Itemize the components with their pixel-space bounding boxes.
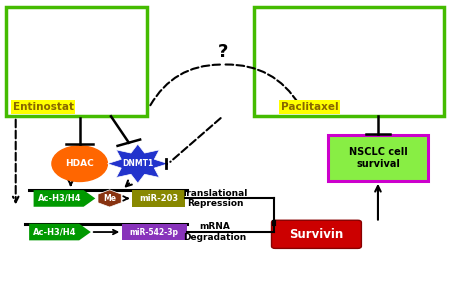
Text: miR-203: miR-203 — [139, 194, 178, 203]
Polygon shape — [98, 190, 121, 207]
Text: miR-542-3p: miR-542-3p — [130, 228, 179, 237]
Circle shape — [52, 146, 108, 182]
Text: Entinostat: Entinostat — [13, 102, 73, 112]
Text: Translational
Repression: Translational Repression — [182, 189, 248, 208]
Text: Me: Me — [103, 194, 116, 203]
FancyBboxPatch shape — [6, 7, 147, 116]
Text: ?: ? — [218, 43, 228, 61]
Polygon shape — [108, 144, 168, 183]
Text: Paclitaxel: Paclitaxel — [281, 102, 338, 112]
Text: NSCLC cell
survival: NSCLC cell survival — [349, 147, 407, 169]
FancyBboxPatch shape — [328, 135, 428, 181]
Text: Ac-H3/H4: Ac-H3/H4 — [38, 194, 81, 203]
FancyBboxPatch shape — [271, 220, 361, 249]
Polygon shape — [34, 190, 95, 207]
Text: Ac-H3/H4: Ac-H3/H4 — [33, 228, 77, 237]
Text: DNMT1: DNMT1 — [122, 159, 153, 168]
Polygon shape — [29, 224, 91, 240]
FancyBboxPatch shape — [254, 7, 444, 116]
Text: mRNA
Degradation: mRNA Degradation — [184, 222, 247, 242]
Text: Survivin: Survivin — [289, 228, 343, 241]
FancyBboxPatch shape — [122, 224, 187, 240]
FancyBboxPatch shape — [132, 190, 185, 207]
Text: HDAC: HDAC — [65, 159, 94, 168]
